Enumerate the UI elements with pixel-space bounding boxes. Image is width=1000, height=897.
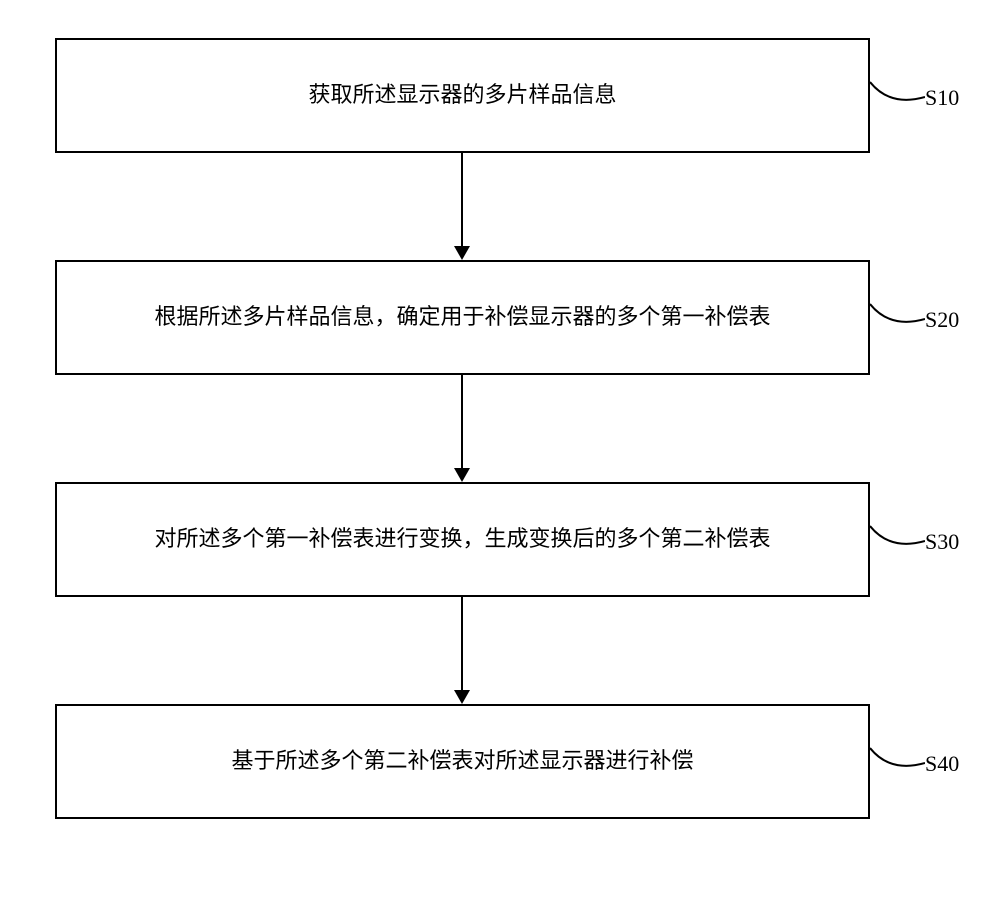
flow-node-s30: 对所述多个第一补偿表进行变换，生成变换后的多个第二补偿表 [55, 482, 870, 597]
flow-node-s20-text: 根据所述多片样品信息，确定用于补偿显示器的多个第一补偿表 [154, 303, 770, 332]
label-connector-s30 [870, 516, 925, 556]
flowchart-canvas: 获取所述显示器的多片样品信息 S10 根据所述多片样品信息，确定用于补偿显示器的… [0, 0, 1000, 897]
label-connector-s10 [870, 72, 925, 112]
label-connector-s20 [870, 294, 925, 334]
step-label-s10: S10 [925, 85, 959, 111]
step-label-s30: S30 [925, 529, 959, 555]
flow-node-s30-text: 对所述多个第一补偿表进行变换，生成变换后的多个第二补偿表 [154, 525, 770, 554]
flow-node-s10: 获取所述显示器的多片样品信息 [55, 38, 870, 153]
arrow-head-s30-s40 [454, 690, 470, 704]
step-label-s20: S20 [925, 307, 959, 333]
flow-node-s40: 基于所述多个第二补偿表对所述显示器进行补偿 [55, 704, 870, 819]
flow-node-s20: 根据所述多片样品信息，确定用于补偿显示器的多个第一补偿表 [55, 260, 870, 375]
step-label-s40: S40 [925, 751, 959, 777]
arrow-head-s10-s20 [454, 246, 470, 260]
arrow-head-s20-s30 [454, 468, 470, 482]
arrow-s30-s40 [461, 597, 463, 690]
flow-node-s40-text: 基于所述多个第二补偿表对所述显示器进行补偿 [231, 747, 693, 776]
arrow-s10-s20 [461, 153, 463, 246]
label-connector-s40 [870, 738, 925, 778]
flow-node-s10-text: 获取所述显示器的多片样品信息 [308, 81, 616, 110]
arrow-s20-s30 [461, 375, 463, 468]
